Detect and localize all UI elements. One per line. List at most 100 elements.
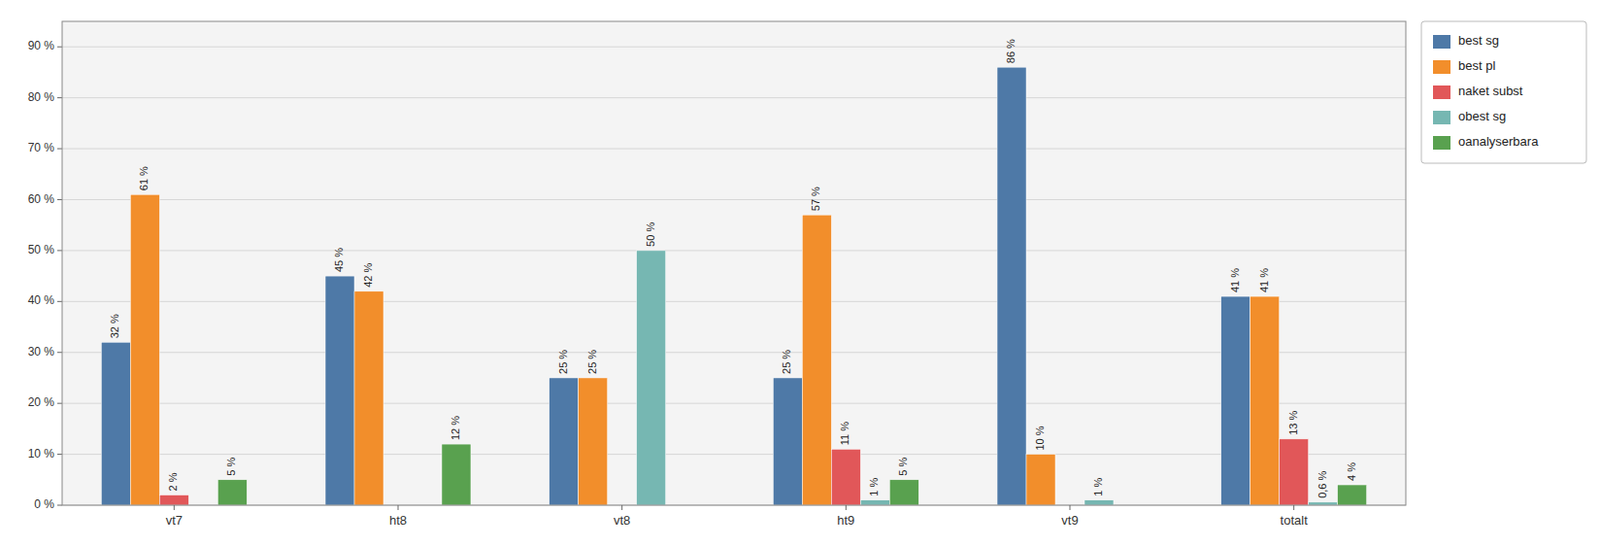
tick-mark — [1069, 504, 1071, 510]
data-label: 86 % — [1004, 38, 1017, 64]
bar — [217, 479, 247, 505]
data-label: 42 % — [362, 263, 374, 288]
x-axis: vt7 ht8 vt8 ht9 vt9 totalt — [166, 504, 1308, 528]
tick-mark — [57, 453, 63, 455]
plot-area — [62, 21, 1406, 505]
bar — [159, 495, 189, 505]
tick-label: 40 % — [28, 293, 56, 307]
legend-label: oanalyserbara — [1458, 133, 1539, 149]
bar — [100, 341, 131, 505]
bar — [831, 448, 861, 505]
data-label: 1 % — [867, 477, 880, 497]
legend-swatch — [1433, 85, 1451, 100]
data-label: 61 % — [137, 166, 150, 191]
tick-mark — [57, 402, 63, 404]
tick-label: 30 % — [28, 344, 56, 359]
tick-label: vt7 — [166, 512, 183, 528]
data-label: 5 % — [897, 457, 909, 476]
bar — [441, 443, 471, 505]
data-label: 11 % — [838, 421, 851, 445]
data-labels: 32 %45 %25 %25 %86 %41 %61 %42 %25 %57 %… — [108, 38, 1357, 499]
legend: best sg best pl naket subst obest sg oanalys… — [1421, 21, 1587, 164]
bar — [130, 194, 160, 505]
bar — [354, 291, 384, 505]
chart: 0 %10 %20 %30 %40 %50 %60 %70 %80 %90 %3… — [0, 0, 1600, 546]
legend-swatch — [1433, 110, 1451, 125]
plot-frame — [62, 21, 1406, 505]
data-label: 10 % — [1033, 425, 1046, 450]
tick-label: 80 % — [28, 90, 56, 104]
data-label: 25 % — [586, 349, 599, 374]
legend-box — [1421, 21, 1587, 164]
data-label: 25 % — [557, 349, 569, 374]
tick-label: 60 % — [28, 192, 56, 206]
data-label: 1 % — [1092, 477, 1104, 497]
tick-mark — [57, 148, 63, 150]
tick-mark — [57, 199, 63, 200]
legend-label: naket subst — [1458, 83, 1524, 99]
bar — [889, 479, 919, 505]
bar — [1337, 484, 1367, 505]
bar — [1026, 454, 1056, 505]
data-label: 0,6 % — [1316, 470, 1329, 499]
tick-mark — [845, 504, 847, 510]
data-label: 2 % — [166, 471, 179, 491]
grid-line — [62, 402, 1406, 404]
bar — [1279, 438, 1309, 505]
legend-label: best sg — [1458, 33, 1500, 48]
grid-line — [62, 148, 1406, 150]
tick-mark — [1293, 504, 1295, 510]
tick-mark — [57, 300, 63, 302]
tick-label: totalt — [1280, 512, 1309, 528]
grid-line — [62, 249, 1406, 251]
tick-mark — [621, 504, 623, 510]
bar — [325, 275, 355, 505]
data-label: 32 % — [108, 313, 121, 338]
tick-mark — [57, 249, 63, 251]
bar — [860, 500, 890, 505]
bar — [997, 66, 1027, 505]
legend-swatch — [1433, 135, 1451, 150]
bar — [1084, 500, 1114, 505]
data-label: 5 % — [225, 457, 237, 476]
grid-line — [62, 199, 1406, 200]
grid-line — [62, 300, 1406, 302]
bar — [636, 250, 667, 505]
tick-mark — [57, 97, 63, 99]
tick-mark — [57, 504, 63, 506]
data-label: 50 % — [644, 222, 657, 247]
data-label: 45 % — [333, 247, 345, 272]
data-label: 12 % — [449, 415, 462, 440]
bar — [549, 377, 579, 505]
bar — [578, 377, 608, 505]
y-axis: 0 %10 %20 %30 %40 %50 %60 %70 %80 %90 % — [28, 38, 63, 511]
bars — [100, 66, 1367, 505]
tick-label: vt9 — [1061, 512, 1078, 528]
grid-line — [62, 351, 1406, 353]
legend-swatch — [1433, 34, 1451, 49]
data-label: 41 % — [1258, 267, 1270, 293]
grid-line — [62, 46, 1406, 48]
tick-label: ht8 — [389, 512, 407, 528]
legend-label: obest sg — [1458, 108, 1506, 124]
tick-label: vt8 — [613, 512, 631, 528]
data-label: 41 % — [1229, 267, 1241, 293]
tick-label: 10 % — [28, 446, 56, 461]
bar — [801, 214, 832, 505]
grid — [62, 46, 1406, 505]
tick-label: ht9 — [836, 512, 855, 528]
tick-label: 0 % — [33, 497, 55, 511]
bar — [1221, 296, 1251, 505]
data-label: 13 % — [1287, 410, 1300, 435]
data-label: 57 % — [809, 186, 822, 211]
legend-label: best pl — [1458, 58, 1496, 73]
tick-mark — [57, 46, 63, 48]
tick-mark — [57, 351, 63, 353]
grid-line — [62, 97, 1406, 99]
bar — [1250, 296, 1280, 505]
legend-swatch — [1433, 60, 1451, 74]
bar — [772, 377, 802, 505]
grid-line — [62, 453, 1406, 455]
tick-mark — [173, 504, 175, 510]
tick-label: 70 % — [28, 140, 56, 155]
